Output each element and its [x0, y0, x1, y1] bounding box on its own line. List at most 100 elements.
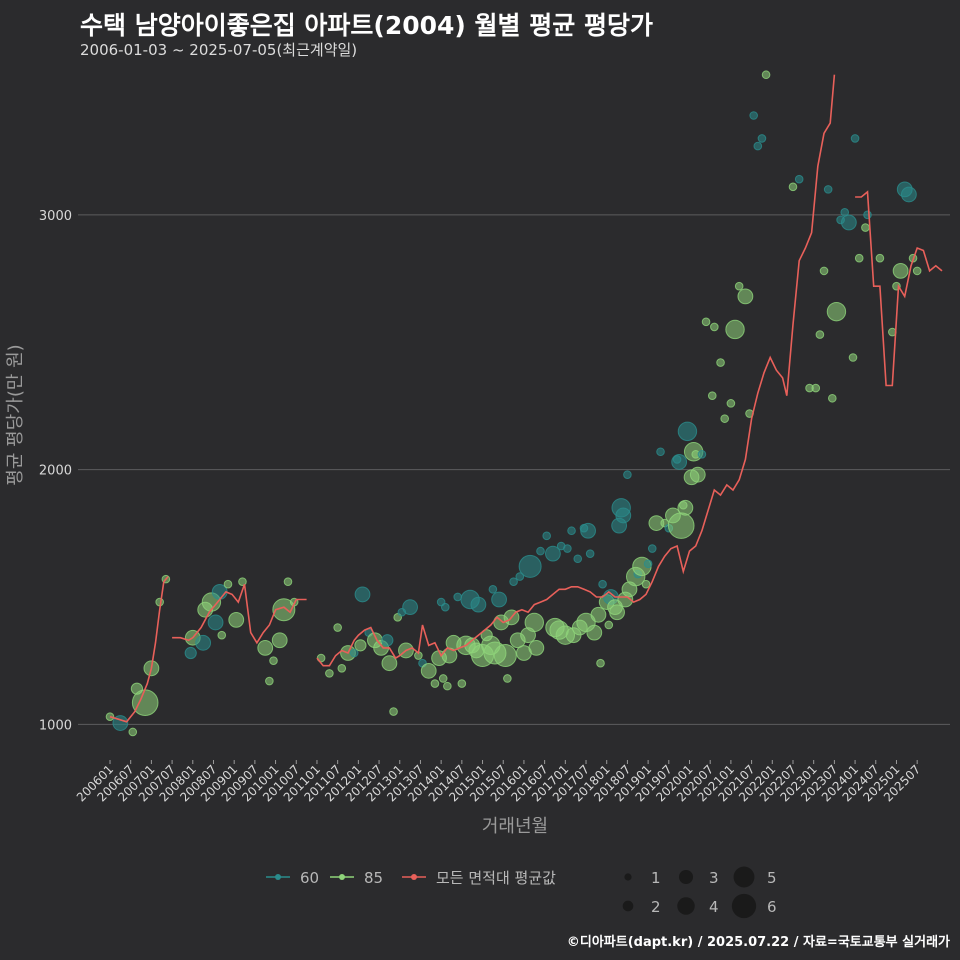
y-tick-label: 3000 — [39, 209, 72, 224]
scatter-point-60 — [195, 634, 212, 651]
scatter-point-85 — [716, 358, 725, 367]
size-legend-circle — [624, 873, 632, 881]
scatter-point-60 — [850, 134, 860, 143]
scatter-point-85 — [604, 620, 614, 630]
size-legend-label: 2 — [651, 898, 661, 916]
average-line-segment — [316, 74, 836, 667]
scatter-point-60 — [573, 554, 583, 564]
scatter-point-60 — [823, 185, 833, 194]
legend-marker — [411, 874, 417, 880]
scatter-point-85 — [811, 383, 821, 393]
size-legend-label: 5 — [767, 869, 777, 887]
scatter-point-60 — [615, 507, 632, 524]
scatter-point-60 — [580, 522, 596, 539]
scatter-point-85 — [596, 658, 605, 668]
scatter-point-85 — [826, 301, 847, 322]
scatter-point-60 — [749, 111, 758, 120]
scatter-point-60 — [381, 634, 394, 647]
scatter-point-85 — [333, 623, 342, 632]
scatter-point-85 — [457, 679, 467, 688]
scatter-point-60 — [563, 544, 572, 553]
y-tick-label: 2000 — [39, 464, 72, 479]
scatter-point-85 — [381, 655, 398, 672]
scatter-point-60 — [349, 648, 359, 658]
scatter-point-85 — [528, 640, 545, 656]
scatter-point-60 — [354, 586, 371, 603]
size-legend-circle — [733, 866, 755, 888]
size-legend-circle — [678, 869, 694, 885]
scatter-point-85 — [354, 639, 367, 652]
average-line-segment — [855, 190, 943, 387]
chart-title: 수택 남양아이좋은집 아파트(2004) 월별 평균 평당가 — [80, 11, 653, 40]
scatter-point-85 — [590, 606, 607, 623]
scatter-point-60 — [697, 450, 707, 459]
scatter-point-85 — [131, 689, 159, 716]
size-legend-circle — [622, 900, 634, 912]
x-axis-ticks: 2006012006072007012007072008012008072009… — [74, 760, 923, 805]
scatter-point-85 — [389, 707, 398, 716]
y-axis-ticks: 1000 2000 3000 — [39, 209, 72, 733]
scatter-point-85 — [105, 712, 115, 721]
scatter-point-60 — [656, 447, 665, 457]
scatter-point-60 — [598, 579, 607, 589]
scatter-point-60 — [647, 544, 657, 553]
scatter-point-85 — [271, 632, 288, 649]
gridlines — [78, 214, 950, 725]
size-legend-label: 3 — [709, 869, 719, 887]
legend-marker — [339, 874, 345, 880]
scatter-point-60 — [440, 602, 450, 612]
scatter-point-85 — [912, 266, 922, 276]
scatter-point-85 — [641, 579, 651, 589]
size-legend: 1 2 3 4 5 6 — [622, 866, 777, 919]
scatter-point-85 — [737, 288, 754, 305]
scatter-point-60 — [677, 421, 698, 442]
scatter-point-60 — [470, 596, 487, 613]
scatter-point-85 — [217, 630, 227, 640]
legend-label: 85 — [364, 869, 383, 887]
scatter-point-85 — [788, 182, 798, 192]
scatter-point-85 — [892, 262, 909, 279]
y-tick-label: 1000 — [39, 718, 72, 733]
scatter-point-85 — [493, 644, 517, 668]
scatter-point-60 — [623, 470, 632, 479]
scatter-point-85 — [524, 612, 544, 633]
size-legend-label: 1 — [651, 869, 661, 887]
scatter-point-60 — [585, 549, 595, 558]
scatter-point-85 — [609, 604, 625, 621]
scatter-point-85 — [828, 393, 837, 403]
scatter-points — [105, 70, 922, 737]
scatter-point-85 — [420, 662, 437, 679]
scatter-point-60 — [863, 210, 872, 220]
scatter-point-60 — [207, 614, 224, 631]
size-legend-label: 4 — [709, 898, 719, 916]
scatter-point-60 — [671, 454, 688, 470]
scatter-point-85 — [438, 674, 448, 683]
scatter-point-60 — [509, 577, 518, 586]
scatter-point-85 — [283, 577, 293, 586]
scatter-point-85 — [848, 353, 858, 362]
scatter-point-85 — [667, 512, 695, 539]
average-line-segment — [109, 576, 169, 723]
scatter-point-85 — [720, 414, 729, 423]
y-axis-title: 평균 평당가(만 원) — [5, 344, 26, 485]
scatter-point-85 — [257, 640, 274, 656]
scatter-point-60 — [567, 526, 576, 536]
scatter-point-60 — [840, 214, 857, 231]
scatter-point-85 — [503, 674, 512, 683]
chart-subtitle: 2006-01-03 ~ 2025-07-05(최근계약일) — [80, 41, 358, 59]
scatter-point-85 — [815, 330, 825, 339]
size-legend-label: 6 — [767, 898, 777, 916]
average-lines — [109, 74, 943, 723]
scatter-point-85 — [677, 499, 694, 516]
legend-label: 모든 면적대 평균값 — [436, 869, 556, 887]
scatter-point-60 — [643, 559, 653, 569]
scatter-point-85 — [854, 253, 864, 263]
scatter-point-85 — [223, 579, 233, 589]
scatter-point-85 — [819, 266, 829, 276]
scatter-point-85 — [707, 391, 717, 401]
legend-marker — [275, 874, 281, 880]
scatter-point-60 — [753, 141, 763, 151]
scatter-point-85 — [325, 669, 334, 678]
scatter-point-85 — [269, 656, 278, 665]
